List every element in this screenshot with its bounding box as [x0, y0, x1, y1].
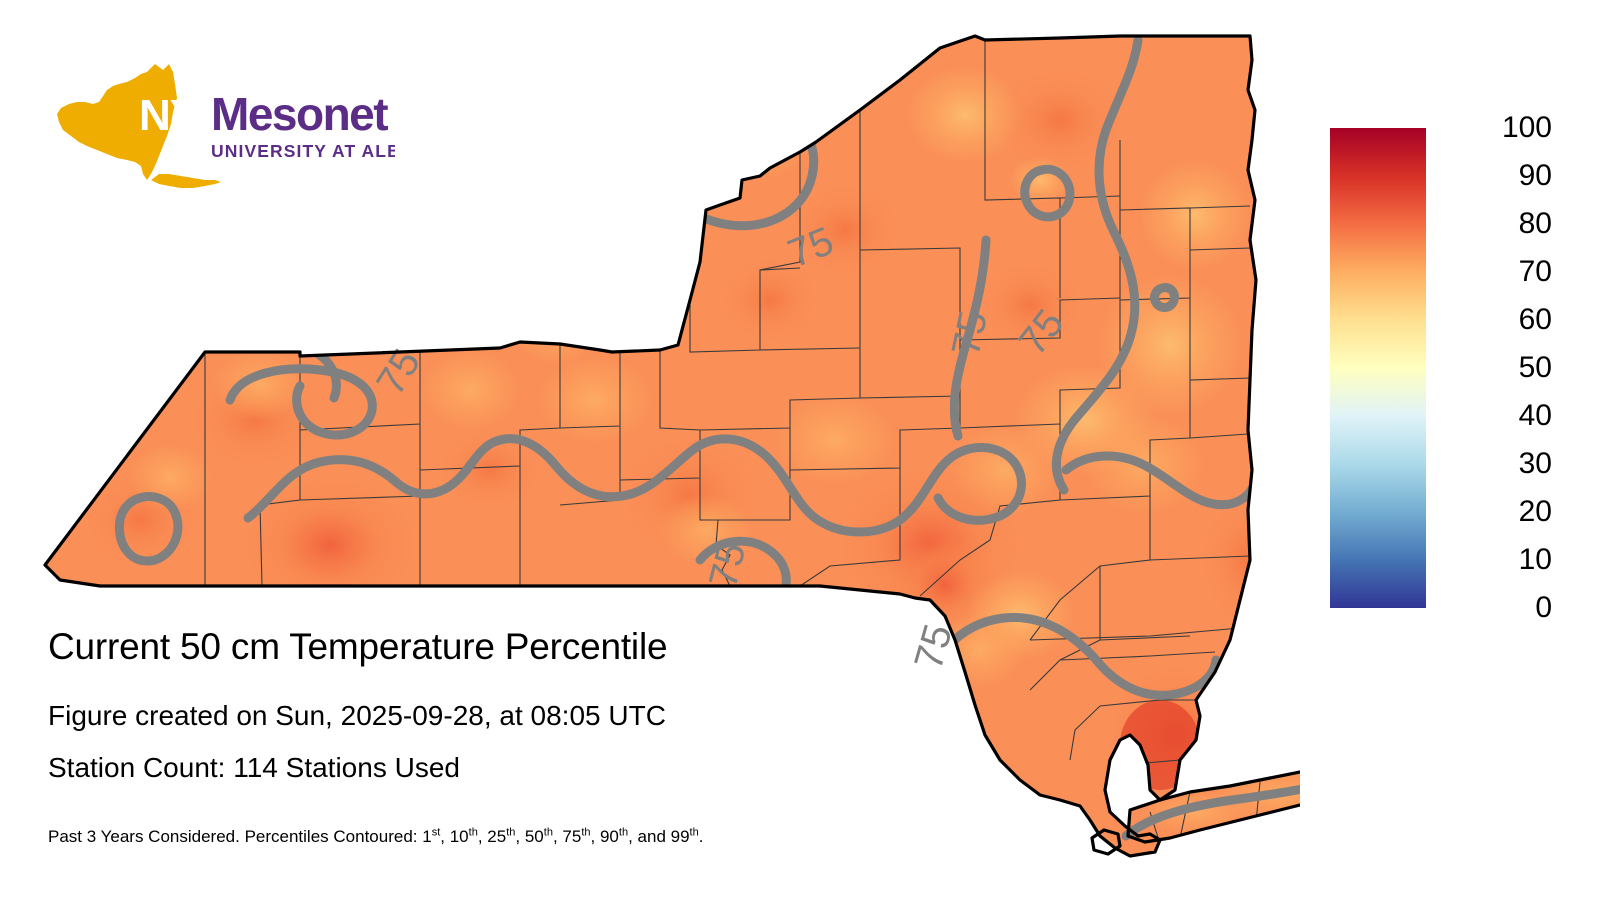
colorbar-tick-30: 30	[1518, 447, 1552, 480]
colorbar: 100 90 80 70 60 50 40 30 20 10 0	[1330, 113, 1580, 623]
colorbar-tick-40: 40	[1518, 399, 1552, 432]
colorbar-tick-0: 0	[1535, 591, 1552, 624]
colorbar-tick-70: 70	[1518, 255, 1552, 288]
logo-subtitle-text: UNIVERSITY AT ALBANY	[211, 141, 395, 161]
ny-state-percentile-map: 75 75 75 75 75 75	[43, 34, 1300, 858]
state-outline	[43, 34, 1300, 858]
colorbar-tick-90: 90	[1518, 159, 1552, 192]
colorbar-tick-20: 20	[1518, 495, 1552, 528]
contour-label-75: 75	[701, 538, 754, 592]
map-panel: 75 75 75 75 75 75	[43, 34, 1300, 858]
colorbar-tick-50: 50	[1518, 351, 1552, 384]
colorbar-tick-labels: 100 90 80 70 60 50 40 30 20 10 0	[1434, 113, 1564, 623]
nys-state-silhouette-icon	[57, 64, 221, 188]
figure-title: Current 50 cm Temperature Percentile	[48, 626, 668, 667]
station-count-text: Station Count: 114 Stations Used	[48, 752, 460, 783]
colorbar-tick-10: 10	[1518, 543, 1552, 576]
figure-footnote: Past 3 Years Considered. Percentiles Con…	[48, 826, 704, 846]
colorbar-tick-80: 80	[1518, 207, 1552, 240]
nys-mesonet-logo: NYS Mesonet UNIVERSITY AT ALBANY	[55, 62, 395, 192]
logo-nys-text: NYS	[139, 91, 226, 140]
figure-created-text: Figure created on Sun, 2025-09-28, at 08…	[48, 700, 666, 731]
logo-mesonet-text: Mesonet	[211, 88, 388, 140]
colorbar-tick-60: 60	[1518, 303, 1552, 336]
colorbar-gradient	[1330, 128, 1426, 608]
contour-label-75: 75	[944, 307, 996, 360]
colorbar-tick-100: 100	[1501, 111, 1552, 144]
